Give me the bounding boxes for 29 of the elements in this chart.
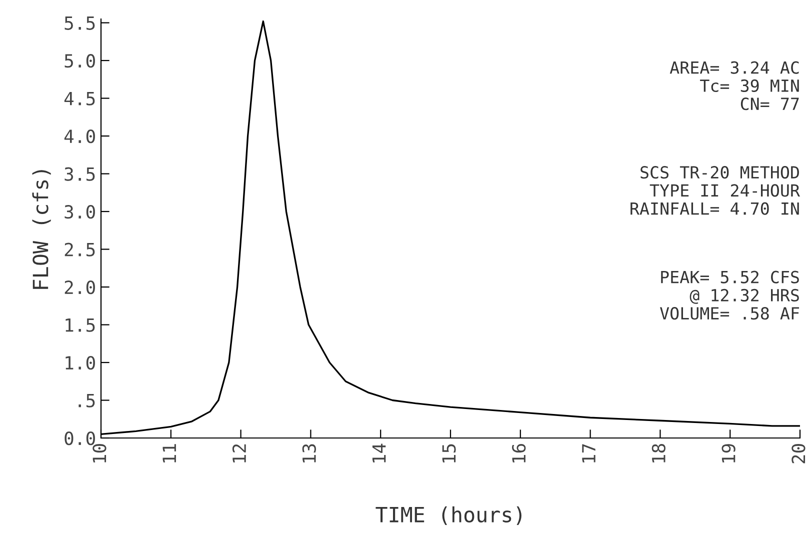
x-tick-label: 20	[792, 444, 806, 464]
y-tick-label: 1.5	[66, 318, 95, 332]
x-tick-label: 11	[162, 444, 176, 462]
x-tick-label: 13	[302, 444, 316, 462]
y-tick-label: 4.5	[64, 92, 95, 106]
annotation: AREA= 3.24 AC Tc= 39 MIN CN= 77	[670, 61, 799, 110]
x-tick-label: 14	[372, 444, 386, 462]
y-tick-label: 0.0	[64, 432, 95, 446]
annotation: SCS TR-20 METHOD TYPE II 24-HOUR RAINFALL= 4.70 IN	[630, 166, 800, 215]
x-tick-label: 19	[722, 444, 736, 462]
x-tick-label: 17	[582, 444, 596, 462]
y-tick-label: .5	[78, 394, 95, 408]
x-tick-label: 12	[232, 444, 246, 462]
annotation: PEAK= 5.52 CFS @ 12.32 HRS VOLUME= .58 AF	[660, 270, 800, 320]
line-series	[101, 20, 800, 436]
y-tick-label: 3.5	[64, 167, 95, 181]
x-tick-label: 16	[512, 444, 526, 462]
y-tick-label: 3.0	[64, 205, 95, 219]
y-tick-label: 2.0	[64, 280, 95, 294]
x-tick-label: 15	[442, 444, 456, 462]
y-tick-label: 1.0	[66, 356, 95, 370]
x-tick-label: 10	[92, 444, 106, 462]
y-tick-label: 5.5	[64, 16, 95, 30]
y-tick-label: 4.0	[64, 130, 95, 144]
x-tick-label: 18	[652, 444, 666, 462]
y-axis-title: FLOW (cfs)	[32, 170, 51, 289]
y-tick-label: 2.5	[64, 242, 95, 256]
x-axis-title: TIME (hours)	[376, 506, 522, 525]
y-tick-label: 5.0	[64, 54, 95, 68]
